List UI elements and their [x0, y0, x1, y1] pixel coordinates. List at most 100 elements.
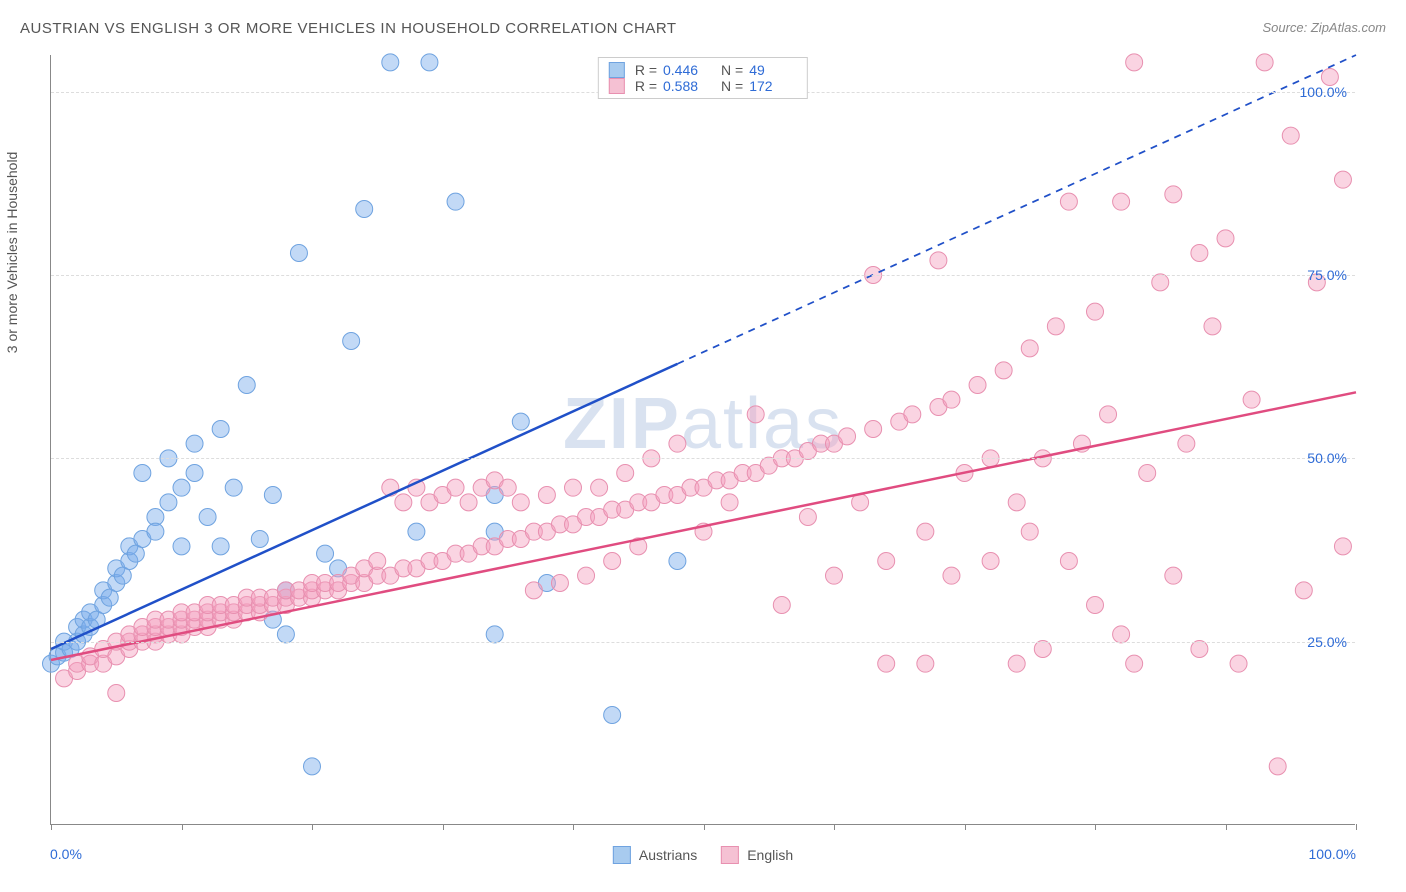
legend-row-english: R = 0.588 N = 172 — [609, 78, 797, 94]
scatter-point — [1126, 655, 1143, 672]
x-tick — [834, 824, 835, 830]
n-label: N = — [721, 62, 743, 78]
scatter-point — [669, 553, 686, 570]
scatter-point — [1047, 318, 1064, 335]
scatter-point — [1204, 318, 1221, 335]
scatter-point — [1060, 553, 1077, 570]
x-tick — [704, 824, 705, 830]
x-tick — [443, 824, 444, 830]
x-axis-min-label: 0.0% — [50, 846, 82, 862]
legend-row-austrians: R = 0.446 N = 49 — [609, 62, 797, 78]
n-value-english: 172 — [749, 78, 797, 94]
scatter-point — [878, 553, 895, 570]
scatter-point — [1165, 567, 1182, 584]
x-tick — [1095, 824, 1096, 830]
correlation-legend: R = 0.446 N = 49 R = 0.588 N = 172 — [598, 57, 808, 99]
x-tick — [573, 824, 574, 830]
chart-title: AUSTRIAN VS ENGLISH 3 OR MORE VEHICLES I… — [20, 20, 677, 37]
scatter-point — [447, 193, 464, 210]
scatter-point — [1139, 465, 1156, 482]
n-value-austrians: 49 — [749, 62, 797, 78]
r-value-english: 0.588 — [663, 78, 711, 94]
scatter-svg — [51, 55, 1355, 824]
trend-line-solid — [51, 392, 1356, 660]
scatter-point — [747, 406, 764, 423]
scatter-point — [1034, 641, 1051, 658]
x-tick — [1226, 824, 1227, 830]
scatter-point — [1100, 406, 1117, 423]
scatter-point — [290, 245, 307, 262]
legend-swatch-english — [609, 78, 625, 94]
scatter-point — [1113, 626, 1130, 643]
scatter-point — [917, 655, 934, 672]
scatter-point — [225, 479, 242, 496]
legend-item-austrians: Austrians — [613, 846, 697, 864]
scatter-point — [551, 575, 568, 592]
n-label: N = — [721, 78, 743, 94]
scatter-point — [277, 626, 294, 643]
scatter-point — [251, 531, 268, 548]
scatter-point — [826, 567, 843, 584]
scatter-point — [721, 494, 738, 511]
scatter-point — [1008, 494, 1025, 511]
scatter-point — [1334, 538, 1351, 555]
scatter-point — [1021, 523, 1038, 540]
scatter-point — [1230, 655, 1247, 672]
plot-area: R = 0.446 N = 49 R = 0.588 N = 172 ZIPat… — [50, 55, 1355, 825]
scatter-point — [943, 567, 960, 584]
y-tick-label: 75.0% — [1307, 267, 1347, 283]
scatter-point — [1243, 391, 1260, 408]
scatter-point — [238, 377, 255, 394]
scatter-point — [108, 685, 125, 702]
scatter-point — [1087, 597, 1104, 614]
scatter-point — [369, 553, 386, 570]
scatter-point — [538, 487, 555, 504]
scatter-point — [617, 465, 634, 482]
x-tick — [182, 824, 183, 830]
scatter-point — [773, 597, 790, 614]
scatter-point — [212, 421, 229, 438]
scatter-point — [356, 201, 373, 218]
scatter-point — [1087, 303, 1104, 320]
gridline — [51, 458, 1355, 459]
scatter-point — [604, 553, 621, 570]
scatter-point — [604, 707, 621, 724]
scatter-point — [199, 509, 216, 526]
trend-line-dashed — [677, 55, 1356, 364]
scatter-point — [499, 479, 516, 496]
scatter-point — [395, 494, 412, 511]
y-axis-label: 3 or more Vehicles in Household — [4, 152, 20, 354]
legend-swatch-icon — [613, 846, 631, 864]
legend-swatch-austrians — [609, 62, 625, 78]
x-tick — [1356, 824, 1357, 830]
legend-item-english: English — [721, 846, 793, 864]
y-tick-label: 50.0% — [1307, 450, 1347, 466]
scatter-point — [982, 553, 999, 570]
scatter-point — [1256, 54, 1273, 71]
scatter-point — [460, 494, 477, 511]
scatter-point — [578, 567, 595, 584]
scatter-point — [591, 479, 608, 496]
scatter-point — [317, 545, 334, 562]
legend-label: Austrians — [639, 847, 697, 863]
scatter-point — [878, 655, 895, 672]
scatter-point — [1021, 340, 1038, 357]
x-tick — [51, 824, 52, 830]
scatter-point — [512, 494, 529, 511]
scatter-point — [799, 509, 816, 526]
scatter-point — [134, 465, 151, 482]
x-axis-max-label: 100.0% — [1309, 846, 1356, 862]
scatter-point — [1334, 171, 1351, 188]
gridline — [51, 642, 1355, 643]
scatter-point — [382, 54, 399, 71]
scatter-point — [173, 538, 190, 555]
x-tick — [965, 824, 966, 830]
scatter-point — [186, 465, 203, 482]
source-label: Source: ZipAtlas.com — [1262, 20, 1386, 35]
gridline — [51, 275, 1355, 276]
scatter-point — [1008, 655, 1025, 672]
scatter-point — [995, 362, 1012, 379]
scatter-point — [408, 523, 425, 540]
scatter-point — [969, 377, 986, 394]
scatter-point — [1165, 186, 1182, 203]
